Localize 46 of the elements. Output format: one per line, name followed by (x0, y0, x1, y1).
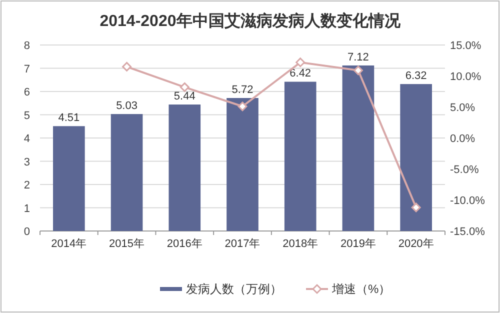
y2-tick-label: -5.0% (450, 164, 479, 176)
bar (168, 104, 201, 231)
x-tick-label: 2014年 (51, 238, 87, 250)
data-label: 4.51 (58, 112, 80, 124)
x-tick-label: 2020年 (398, 238, 434, 250)
data-label: 6.42 (290, 68, 312, 80)
y2-tick-label: -10.0% (450, 195, 486, 207)
data-label: 5.72 (232, 84, 254, 96)
data-label: 7.12 (348, 51, 369, 64)
bar (53, 126, 85, 231)
data-label: 5.44 (174, 90, 196, 103)
y-tick-label: 4 (24, 133, 30, 145)
y-tick-label: 7 (24, 63, 30, 76)
x-tick-label: 2017年 (224, 238, 260, 250)
point (353, 66, 363, 76)
y-tick-label: 2 (24, 180, 30, 192)
legend-label: 增速（%） (331, 282, 391, 296)
x-tick-label: 2018年 (282, 238, 318, 250)
y2-tick-label: 15.0% (450, 40, 482, 52)
bar (226, 98, 258, 231)
y2-tick-label: 10.0% (450, 71, 482, 83)
point (238, 102, 248, 112)
y-tick-label: 0 (24, 226, 30, 238)
x-tick-label: 2016年 (166, 238, 202, 250)
y-tick-label: 1 (24, 202, 30, 215)
data-label: 5.03 (116, 100, 138, 112)
bar (284, 82, 316, 231)
y-tick-label: 3 (24, 156, 30, 168)
y-tick-label: 6 (24, 86, 30, 98)
bar (110, 114, 143, 231)
x-tick-label: 2019年 (340, 238, 376, 250)
point (296, 58, 306, 68)
y-tick-label: 5 (24, 110, 30, 122)
point (180, 82, 190, 92)
legend-label: 发病人数（万例） (186, 282, 282, 296)
x-tick-label: 2015年 (109, 238, 145, 250)
y-tick-label: 8 (24, 40, 30, 52)
data-label: 6.32 (405, 70, 427, 82)
bar (342, 65, 374, 231)
y2-tick-label: 5.0% (450, 102, 476, 114)
point (122, 62, 132, 72)
bar (400, 84, 432, 231)
point (411, 202, 421, 212)
y2-tick-label: -15.0% (450, 226, 486, 238)
y2-tick-label: 0.0% (450, 133, 476, 145)
chart-title: 2014-2020年中国艾滋病发病人数变化情况 (100, 12, 402, 30)
